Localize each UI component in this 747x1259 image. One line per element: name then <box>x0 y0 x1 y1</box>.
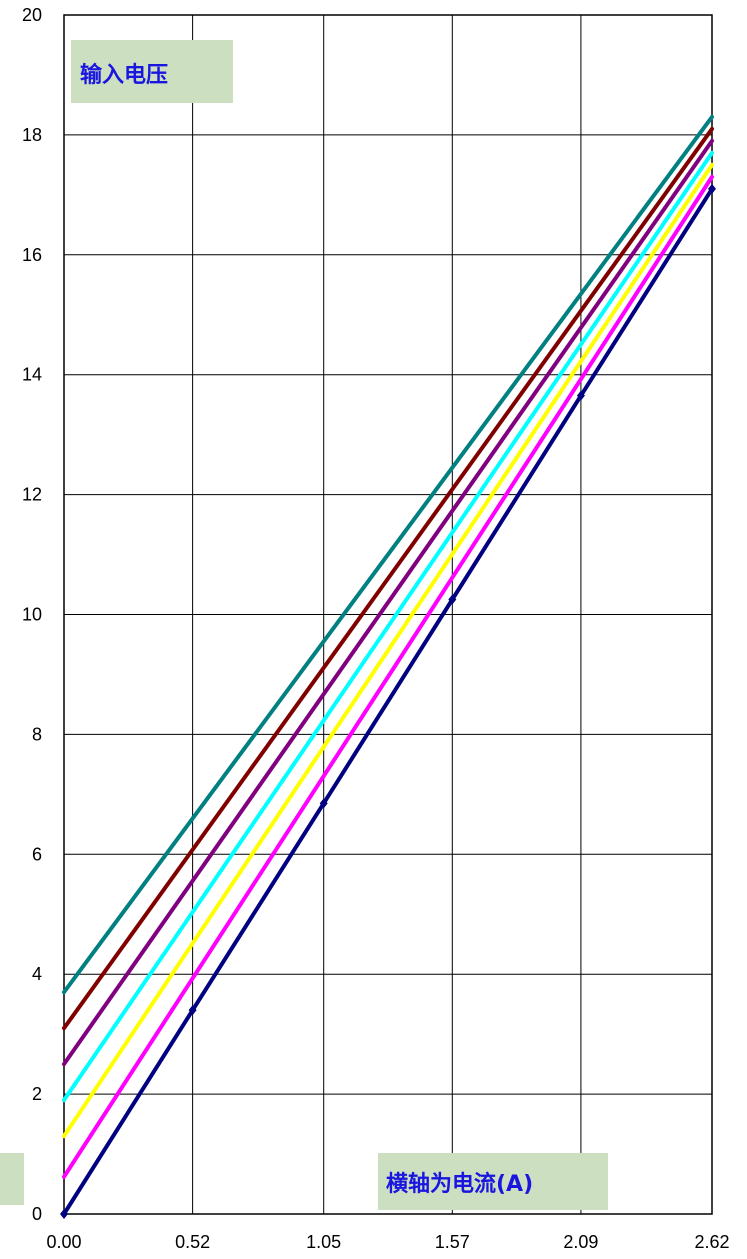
x-tick-label: 0.52 <box>175 1232 210 1252</box>
x-tick-label: 2.62 <box>694 1232 729 1252</box>
y-tick-label: 0 <box>32 1204 42 1224</box>
x-tick-label: 0.00 <box>46 1232 81 1252</box>
y-axis-label-box: 输入电压 <box>71 40 233 103</box>
y-tick-label: 6 <box>32 844 42 864</box>
data-point-marker <box>448 594 457 605</box>
y-tick-label: 14 <box>22 365 42 385</box>
series-line-6 <box>62 174 714 1179</box>
x-tick-label: 1.05 <box>306 1232 341 1252</box>
y-axis-ticks: 0 2 4 6 8 10 12 14 16 18 20 <box>22 5 42 1224</box>
grid <box>64 15 712 1214</box>
series-line-2 <box>62 126 714 1031</box>
x-axis-label-bg <box>378 1153 608 1210</box>
y-tick-label: 4 <box>32 964 42 984</box>
plot-area-frame <box>63 14 713 1215</box>
y-axis-label-bg <box>71 40 233 103</box>
x-axis-label: 横轴为电流(A) <box>386 1171 533 1197</box>
series-line-3 <box>62 138 714 1067</box>
y-tick-label: 16 <box>22 245 42 265</box>
data-point-marker <box>319 798 328 809</box>
left-edge-box <box>0 1153 24 1205</box>
x-tick-label: 1.57 <box>435 1232 470 1252</box>
y-tick-label: 8 <box>32 724 42 744</box>
y-tick-label: 12 <box>22 485 42 505</box>
series-line-7 <box>62 186 714 1216</box>
y-tick-label: 18 <box>22 125 42 145</box>
y-axis-label: 输入电压 <box>80 62 168 88</box>
series-line-4 <box>62 150 714 1103</box>
x-tick-label: 2.09 <box>563 1232 598 1252</box>
data-point-marker <box>60 1209 68 1219</box>
series-line-1 <box>62 114 714 995</box>
y-tick-label: 20 <box>22 5 42 25</box>
y-tick-label: 10 <box>22 605 42 625</box>
y-tick-label: 2 <box>32 1084 42 1104</box>
x-axis-ticks: 0.00 0.52 1.05 1.57 2.09 2.62 <box>46 1232 729 1252</box>
data-point-marker <box>188 1005 197 1016</box>
data-point-marker <box>576 390 585 401</box>
series-line-5 <box>62 162 714 1139</box>
x-axis-label-box: 横轴为电流(A) <box>378 1153 608 1210</box>
series-group <box>60 114 716 1219</box>
data-point-marker <box>708 183 716 194</box>
